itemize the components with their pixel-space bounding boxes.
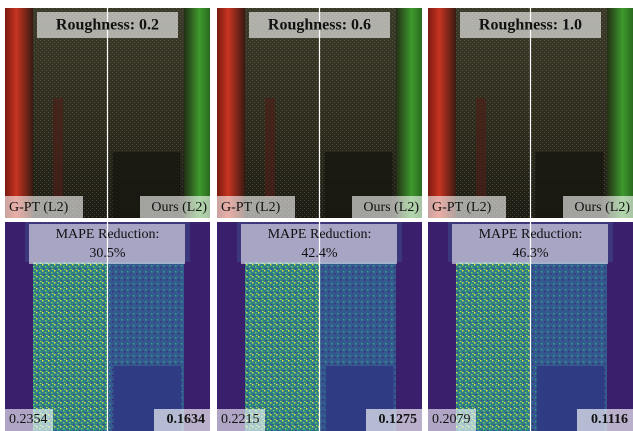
label-box [5,196,83,218]
error-value: 0.2215 [221,412,260,427]
method-label: Ours (L2) [151,200,207,215]
reduction-value: 30.5% [89,246,126,261]
method-label: G-PT (L2) [432,200,492,215]
red-wall [5,8,33,218]
label-box [217,196,295,218]
roughness-label: Roughness: 1.0 [479,17,582,34]
heatmap-high [33,262,108,431]
error-value: 0.1275 [379,412,418,427]
green-wall [396,8,422,218]
green-wall [184,8,210,218]
green-wall [607,8,633,218]
reduction-value: 42.4% [301,246,338,261]
method-label: Ours (L2) [363,200,419,215]
error-value: 0.2354 [9,412,48,427]
error-box [154,409,210,431]
title-box [37,12,178,38]
red-pillar [265,98,275,198]
reduction-label: MAPE Reduction: [268,227,372,242]
error-box [5,409,53,431]
reduction-box [241,224,397,264]
error-value: 0.2079 [432,412,471,427]
error-box [577,409,633,431]
error-box [366,409,422,431]
reduction-box [452,224,608,264]
method-label: G-PT (L2) [9,200,69,215]
roughness-label: Roughness: 0.2 [56,17,159,34]
reduction-label: MAPE Reduction: [56,227,160,242]
title-box [249,12,390,38]
roughness-label: Roughness: 0.6 [268,17,371,34]
red-pillar [476,98,486,198]
label-box [140,196,210,218]
label-box [563,196,633,218]
label-box [428,196,506,218]
error-box [217,409,265,431]
error-value: 0.1634 [167,412,206,427]
method-label: Ours (L2) [574,200,630,215]
red-pillar [53,98,63,198]
reduction-label: MAPE Reduction: [479,227,583,242]
heatmap-high [456,262,531,431]
red-wall [428,8,456,218]
label-box [352,196,422,218]
error-box [428,409,476,431]
reduction-value: 46.3% [512,246,549,261]
error-value: 0.1116 [591,412,628,427]
heatmap-high [245,262,320,431]
red-wall [217,8,245,218]
method-label: G-PT (L2) [221,200,281,215]
title-box [460,12,601,38]
reduction-box [29,224,185,264]
